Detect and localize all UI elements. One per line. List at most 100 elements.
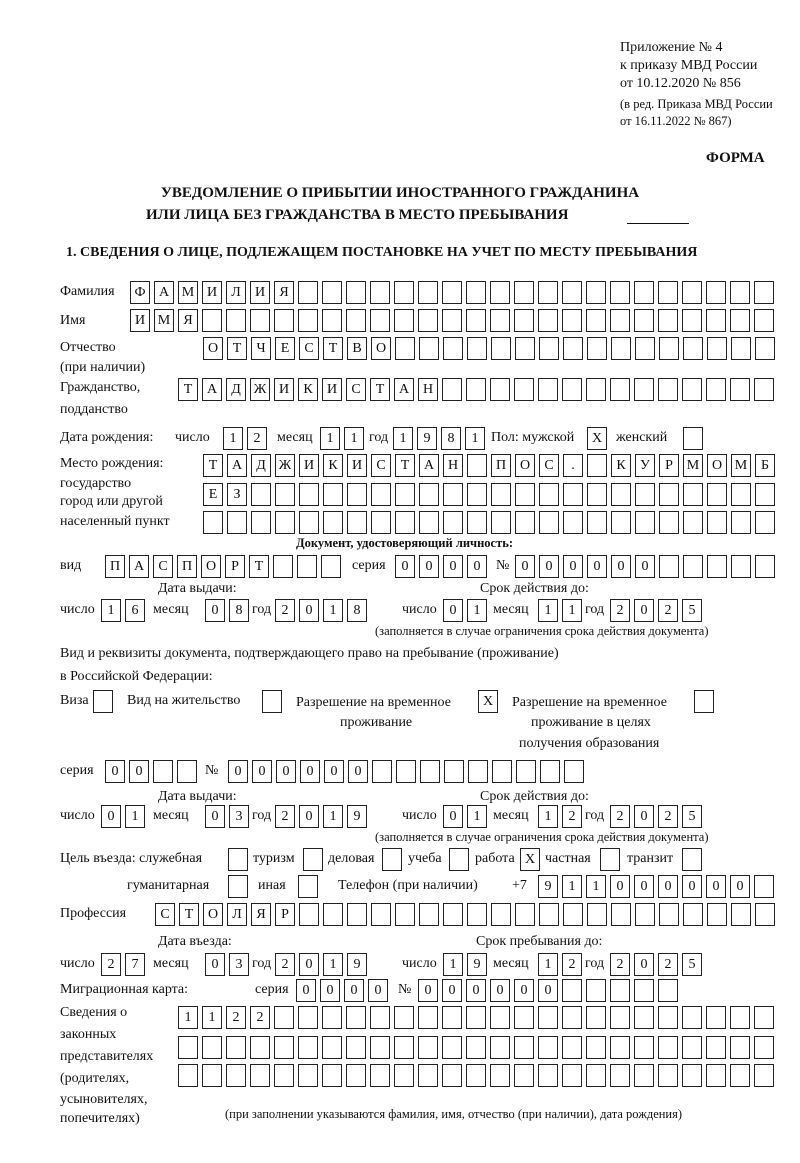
character-cell[interactable] (514, 1006, 534, 1029)
character-cell[interactable]: 0 (539, 555, 559, 578)
character-cell[interactable]: Е (203, 483, 223, 506)
character-cell[interactable]: С (155, 903, 175, 926)
character-cell[interactable] (563, 483, 583, 506)
character-cell[interactable]: 0 (205, 599, 225, 622)
character-cell[interactable]: 0 (105, 760, 125, 783)
character-cell[interactable]: Б (755, 454, 775, 477)
character-cell[interactable]: З (227, 483, 247, 506)
character-cell[interactable]: Р (659, 454, 679, 477)
character-cell[interactable] (298, 281, 318, 304)
character-cell[interactable]: 1 (586, 875, 606, 898)
character-cell[interactable] (467, 337, 487, 360)
character-cell[interactable] (659, 555, 679, 578)
character-cell[interactable] (634, 1064, 654, 1087)
checkbox-cell[interactable] (298, 875, 318, 898)
character-cell[interactable]: 0 (490, 979, 510, 1002)
character-cell[interactable] (515, 903, 535, 926)
character-cell[interactable]: 1 (344, 427, 364, 450)
character-cell[interactable] (323, 483, 343, 506)
character-cell[interactable] (418, 281, 438, 304)
character-cell[interactable] (394, 281, 414, 304)
character-cell[interactable] (442, 281, 462, 304)
character-cell[interactable] (419, 337, 439, 360)
character-cell[interactable]: А (227, 454, 247, 477)
character-cell[interactable] (515, 337, 535, 360)
character-cell[interactable]: 9 (347, 953, 367, 976)
character-cell[interactable] (490, 309, 510, 332)
character-cell[interactable] (394, 1036, 414, 1059)
character-cell[interactable]: Т (178, 378, 198, 401)
character-cell[interactable] (371, 511, 391, 534)
character-cell[interactable] (418, 1036, 438, 1059)
character-cell[interactable]: 0 (299, 953, 319, 976)
character-cell[interactable]: 5 (682, 599, 702, 622)
character-cell[interactable]: П (177, 555, 197, 578)
character-cell[interactable] (419, 483, 439, 506)
character-cell[interactable]: 0 (419, 555, 439, 578)
character-cell[interactable]: 1 (562, 599, 582, 622)
character-cell[interactable] (514, 1036, 534, 1059)
character-cell[interactable]: Н (418, 378, 438, 401)
character-cell[interactable] (634, 979, 654, 1002)
character-cell[interactable]: 2 (658, 599, 678, 622)
character-cell[interactable]: 0 (296, 979, 316, 1002)
character-cell[interactable] (370, 309, 390, 332)
character-cell[interactable]: С (346, 378, 366, 401)
character-cell[interactable]: 0 (466, 979, 486, 1002)
character-cell[interactable] (755, 483, 775, 506)
character-cell[interactable]: 0 (634, 953, 654, 976)
character-cell[interactable] (562, 378, 582, 401)
character-cell[interactable]: 0 (587, 555, 607, 578)
character-cell[interactable] (347, 511, 367, 534)
character-cell[interactable] (539, 903, 559, 926)
character-cell[interactable]: 0 (467, 555, 487, 578)
character-cell[interactable] (755, 903, 775, 926)
character-cell[interactable] (706, 309, 726, 332)
character-cell[interactable]: 2 (275, 953, 295, 976)
character-cell[interactable]: 1 (467, 599, 487, 622)
character-cell[interactable]: 0 (395, 555, 415, 578)
character-cell[interactable] (682, 1036, 702, 1059)
character-cell[interactable] (323, 903, 343, 926)
character-cell[interactable] (370, 1006, 390, 1029)
character-cell[interactable]: 2 (610, 599, 630, 622)
character-cell[interactable] (658, 281, 678, 304)
character-cell[interactable] (395, 511, 415, 534)
checkbox-cell[interactable] (682, 848, 702, 871)
character-cell[interactable] (731, 483, 751, 506)
character-cell[interactable]: П (491, 454, 511, 477)
character-cell[interactable] (299, 903, 319, 926)
character-cell[interactable] (707, 903, 727, 926)
character-cell[interactable]: Т (395, 454, 415, 477)
character-cell[interactable] (490, 378, 510, 401)
character-cell[interactable] (564, 760, 584, 783)
character-cell[interactable]: 9 (347, 805, 367, 828)
checkbox-cell[interactable] (228, 875, 248, 898)
checkbox-cell[interactable] (382, 848, 402, 871)
character-cell[interactable]: 1 (323, 599, 343, 622)
character-cell[interactable] (754, 1006, 774, 1029)
character-cell[interactable]: 2 (610, 953, 630, 976)
character-cell[interactable] (706, 1064, 726, 1087)
character-cell[interactable] (443, 511, 463, 534)
character-cell[interactable] (634, 378, 654, 401)
character-cell[interactable] (730, 1036, 750, 1059)
character-cell[interactable] (274, 309, 294, 332)
character-cell[interactable] (443, 483, 463, 506)
character-cell[interactable] (659, 903, 679, 926)
character-cell[interactable] (346, 309, 366, 332)
character-cell[interactable] (273, 555, 293, 578)
character-cell[interactable] (562, 1006, 582, 1029)
character-cell[interactable] (610, 1006, 630, 1029)
character-cell[interactable] (226, 1036, 246, 1059)
character-cell[interactable] (586, 979, 606, 1002)
character-cell[interactable]: О (201, 555, 221, 578)
character-cell[interactable]: 0 (563, 555, 583, 578)
character-cell[interactable] (754, 1036, 774, 1059)
character-cell[interactable]: 0 (368, 979, 388, 1002)
character-cell[interactable] (635, 903, 655, 926)
character-cell[interactable] (514, 378, 534, 401)
character-cell[interactable]: 5 (682, 805, 702, 828)
character-cell[interactable] (610, 309, 630, 332)
character-cell[interactable]: К (298, 378, 318, 401)
